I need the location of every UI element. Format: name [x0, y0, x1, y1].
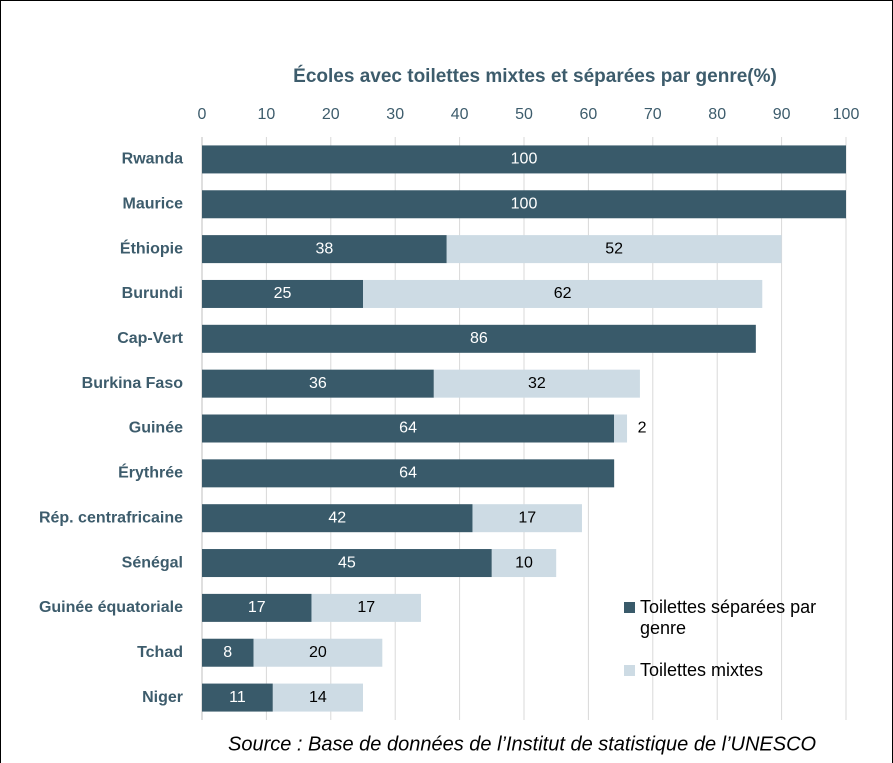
value-label: 38: [315, 240, 333, 257]
legend-swatch: [624, 665, 635, 676]
value-label: 17: [518, 509, 536, 526]
bar-segment: [202, 369, 434, 398]
bar-segment: [202, 638, 254, 667]
value-label: 45: [338, 554, 356, 571]
bar-segment: [433, 369, 640, 398]
value-label: 64: [399, 465, 417, 482]
value-label: 10: [515, 554, 533, 571]
bar-segment: [272, 683, 363, 712]
value-label: 25: [274, 285, 292, 302]
x-tick-label: 30: [386, 106, 404, 123]
value-label: 64: [399, 420, 417, 437]
value-label: 52: [605, 240, 623, 257]
category-label: Niger: [142, 689, 183, 706]
source: Source : Base de données de l’Institut d…: [228, 733, 816, 755]
bar-segment: [202, 414, 615, 443]
category-label: Sénégal: [122, 554, 183, 571]
legend-entry: Toilettes mixtes: [624, 660, 820, 681]
category-label: Burkina Faso: [82, 375, 184, 392]
bar-segment: [202, 324, 756, 353]
x-tick-label: 60: [580, 106, 598, 123]
category-label: Maurice: [123, 195, 184, 212]
value-label: 62: [554, 285, 572, 302]
x-tick-label: 80: [708, 106, 726, 123]
bar-segment: [202, 190, 846, 219]
value-label: 32: [528, 375, 546, 392]
bar-segment: [202, 683, 273, 712]
value-label: 17: [357, 599, 375, 616]
category-label: Cap-Vert: [117, 330, 183, 347]
bar-segment: [202, 549, 492, 578]
legend-entry: Toilettes séparées par genre: [624, 597, 820, 639]
value-label: 14: [309, 689, 327, 706]
value-label: 100: [511, 151, 538, 168]
value-label: 100: [511, 195, 538, 212]
category-label: Guinée équatoriale: [39, 599, 183, 616]
value-label: 86: [470, 330, 488, 347]
legend-label: Toilettes séparées par genre: [640, 597, 817, 638]
bar-segment: [472, 504, 582, 533]
value-label: 20: [309, 644, 327, 661]
x-tick-label: 10: [258, 106, 276, 123]
bar-segment: [491, 549, 557, 578]
bar-segment: [202, 279, 363, 308]
bar-segment: [202, 145, 846, 174]
legend-label: Toilettes mixtes: [640, 660, 764, 680]
x-tick-label: 50: [515, 106, 533, 123]
legend-swatch: [624, 602, 635, 613]
bar-segment: [446, 235, 782, 264]
x-tick-label: 40: [451, 106, 469, 123]
category-label: Burundi: [122, 285, 183, 302]
bar-segment: [311, 593, 421, 622]
bar-segment: [202, 504, 473, 533]
value-label: 2: [638, 420, 647, 437]
value-label: 42: [328, 509, 346, 526]
category-label: Érythrée: [118, 463, 183, 482]
bar-segment: [202, 593, 312, 622]
x-tick-label: 90: [773, 106, 791, 123]
x-tick-label: 100: [833, 106, 860, 123]
x-tick-label: 20: [322, 106, 340, 123]
value-label: 36: [309, 375, 327, 392]
category-label: Rép. centrafricaine: [39, 509, 183, 526]
x-tick-label: 70: [644, 106, 662, 123]
category-label: Guinée: [129, 420, 183, 437]
value-label: 11: [229, 689, 246, 706]
value-label: 8: [223, 644, 232, 661]
bar-segment: [253, 638, 383, 667]
category-label: Éthiopie: [120, 238, 183, 257]
value-label: 17: [248, 599, 266, 616]
bar-segment: [202, 459, 615, 488]
bar-segment: [363, 279, 763, 308]
bar-segment: [202, 235, 447, 264]
category-label: Rwanda: [122, 151, 183, 168]
x-tick-label: 0: [198, 106, 207, 123]
bar-segment: [614, 414, 628, 443]
chart-title: Écoles avec toilettes mixtes et séparées…: [293, 65, 777, 87]
category-label: Tchad: [137, 644, 183, 661]
